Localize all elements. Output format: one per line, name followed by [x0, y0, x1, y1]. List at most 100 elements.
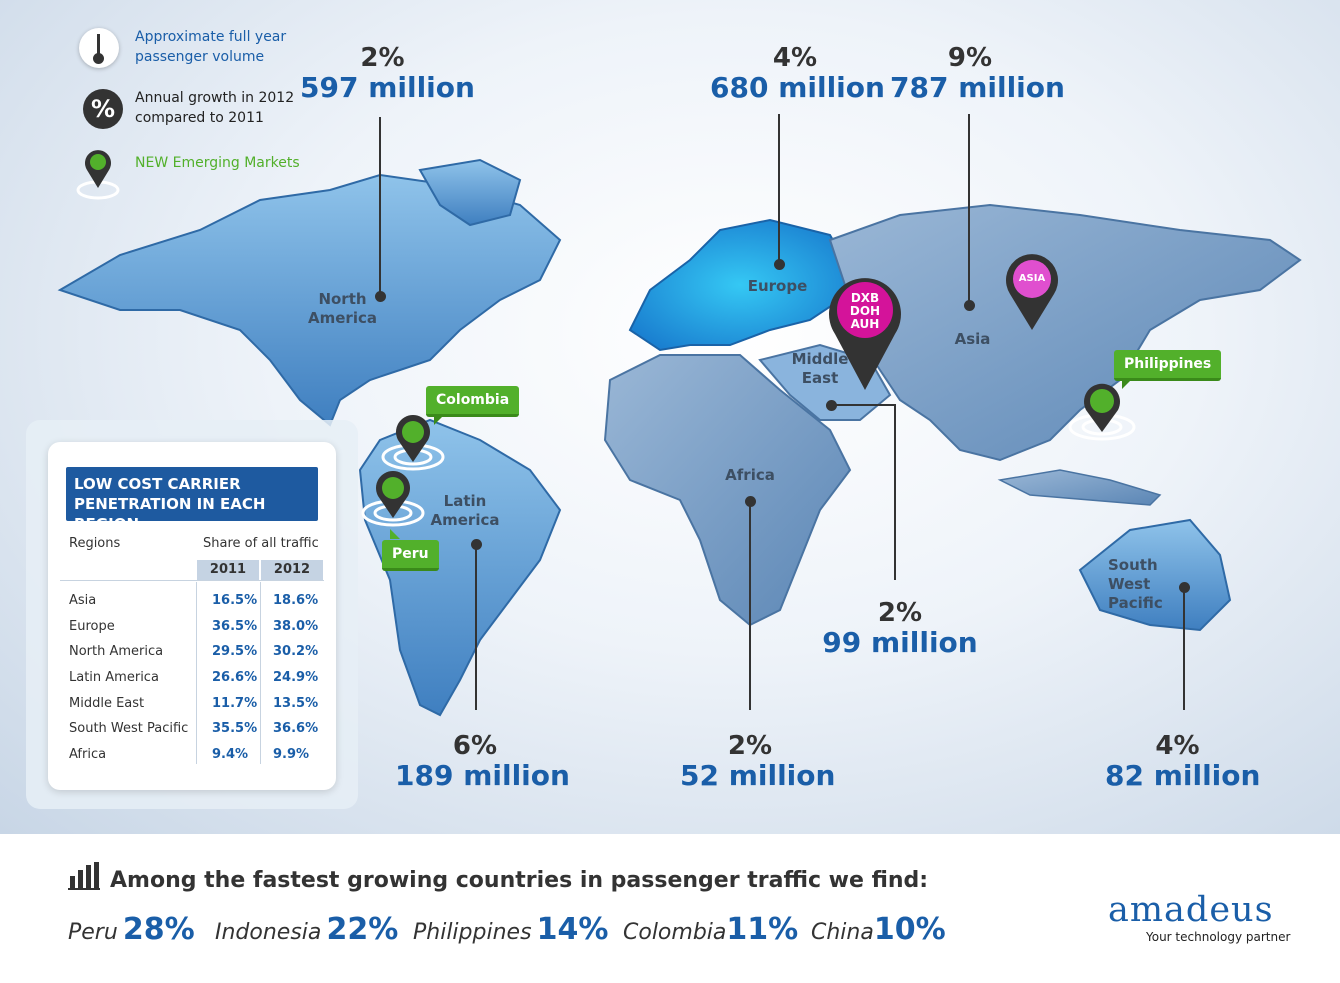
stat-north-america: 2% 597 million: [300, 43, 475, 102]
pct-south-west-pacific: 4%: [1155, 731, 1200, 761]
volume-asia: 787 million: [890, 71, 1065, 104]
row-2012: 24.9%: [273, 670, 319, 685]
table-row: Middle East 11.7% 13.5%: [60, 691, 324, 716]
col-2011: 2011: [197, 560, 259, 580]
stat-middle-east: 2% 99 million: [820, 600, 980, 657]
leader-middle-east: [832, 404, 896, 580]
legend-growth-line1: Annual growth in 2012: [135, 90, 295, 106]
country-pct: 14%: [536, 912, 609, 947]
row-2011: 29.5%: [212, 644, 258, 659]
label-latin-america-1: Latin: [443, 492, 487, 510]
continent-north-america: [57, 173, 562, 427]
country-pct: 11%: [726, 912, 799, 947]
dot-europe: [774, 259, 785, 270]
asia-pin-label: ASIA: [1018, 273, 1046, 284]
country-name: China: [811, 920, 874, 945]
bottom-headline: Among the fastest growing countries in p…: [110, 868, 929, 893]
dot-middle-east: [826, 400, 837, 411]
label-europe: Europe: [747, 277, 808, 295]
col-share: Share of all traffic: [203, 536, 319, 551]
country-name: Colombia: [623, 920, 727, 945]
country-item: Colombia11%: [623, 912, 798, 947]
amadeus-logo: amadeus: [1108, 890, 1274, 930]
pct-north-america: 2%: [360, 43, 405, 73]
volume-africa: 52 million: [680, 759, 836, 792]
country-item: Peru 28%: [68, 912, 195, 947]
table-title-line2: PENETRATION IN EACH REGION: [74, 495, 266, 533]
pct-africa: 2%: [727, 731, 773, 761]
legend-volume: Approximate full year passenger volume: [135, 27, 286, 67]
table-title-line1: LOW COST CARRIER: [74, 475, 241, 493]
table-title: LOW COST CARRIER PENETRATION IN EACH REG…: [66, 467, 318, 533]
country-pct: 28%: [122, 912, 195, 947]
row-2011: 26.6%: [212, 670, 258, 685]
volume-south-west-pacific: 82 million: [1105, 759, 1261, 792]
table-row: Latin America 26.6% 24.9%: [60, 665, 324, 690]
bottom-bar: [0, 834, 1340, 983]
country-name: Philippines: [413, 920, 532, 945]
leader-north-america: [379, 117, 381, 297]
volume-europe: 680 million: [710, 71, 885, 104]
leader-africa: [749, 502, 751, 710]
row-2011: 36.5%: [212, 619, 258, 634]
pct-middle-east: 2%: [877, 598, 923, 628]
pct-asia: 9%: [947, 43, 993, 73]
label-latin-america-2: America: [430, 511, 500, 529]
tag-peru: Peru: [382, 529, 439, 571]
legend-growth-line2: compared to 2011: [135, 110, 264, 126]
asia-pin-icon: [1006, 254, 1058, 330]
row-2012: 38.0%: [273, 619, 319, 634]
leader-asia: [968, 114, 970, 304]
pct-europe: 4%: [772, 43, 818, 73]
bar-chart-icon: [68, 862, 100, 890]
label-north-america-2: America: [308, 309, 377, 327]
col-divider-1: [196, 582, 197, 764]
label-swp-2: Pacific: [1108, 594, 1163, 612]
dot-asia: [964, 300, 975, 311]
colombia-pin-icon: [381, 415, 445, 471]
label-middle-east-1: Middle: [791, 350, 849, 368]
continent-africa: [603, 354, 852, 627]
volume-latin-america: 189 million: [395, 759, 570, 792]
location-pin-icon: [76, 150, 120, 200]
dot-latin-america: [471, 539, 482, 550]
map-area: Approximate full year passenger volume %…: [0, 0, 1340, 834]
col-2012: 2012: [261, 560, 323, 580]
legend-emerging: NEW Emerging Markets: [135, 155, 300, 171]
row-2011: 9.4%: [212, 747, 249, 762]
country-item: China10%: [811, 912, 946, 947]
middle-east-pin-label: DXB DOH AUH: [841, 292, 889, 331]
stat-south-west-pacific: 4% 82 million: [1105, 731, 1261, 792]
country-item: Indonesia 22%: [215, 912, 398, 947]
row-region: Africa: [69, 747, 107, 762]
label-north-america-1: North: [318, 290, 367, 308]
dot-africa: [745, 496, 756, 507]
pct-latin-america: 6%: [452, 731, 498, 761]
table-row: South West Pacific 35.5% 36.6%: [60, 716, 324, 741]
leader-europe: [778, 114, 780, 264]
row-2012: 30.2%: [273, 644, 319, 659]
country-pct: 22%: [326, 912, 399, 947]
stat-europe: 4% 680 million: [710, 43, 885, 104]
col-regions: Regions: [69, 536, 121, 551]
row-region: Latin America: [69, 670, 159, 685]
row-2012: 36.6%: [273, 721, 319, 736]
row-region: South West Pacific: [69, 721, 189, 736]
label-asia: Asia: [954, 330, 991, 348]
col-divider-2: [260, 582, 261, 764]
continent-south-america: [358, 418, 562, 717]
label-north-america: North America: [300, 290, 385, 328]
label-south-west-pacific: South West Pacific: [1108, 556, 1203, 613]
row-region: Europe: [69, 619, 115, 634]
leader-latin-america: [475, 545, 477, 710]
label-swp-1: South West: [1108, 556, 1158, 593]
leader-south-west-pacific: [1183, 588, 1185, 710]
legend-volume-line2: passenger volume: [135, 49, 265, 65]
label-latin-america: Latin America: [425, 492, 505, 530]
legend-growth: Annual growth in 2012 compared to 2011: [135, 88, 294, 128]
row-2012: 9.9%: [273, 747, 310, 762]
pin-dxb: DXB: [850, 291, 880, 305]
world-map: [57, 158, 1302, 717]
tag-philippines: Philippines: [1114, 350, 1222, 389]
row-region: North America: [69, 644, 164, 659]
